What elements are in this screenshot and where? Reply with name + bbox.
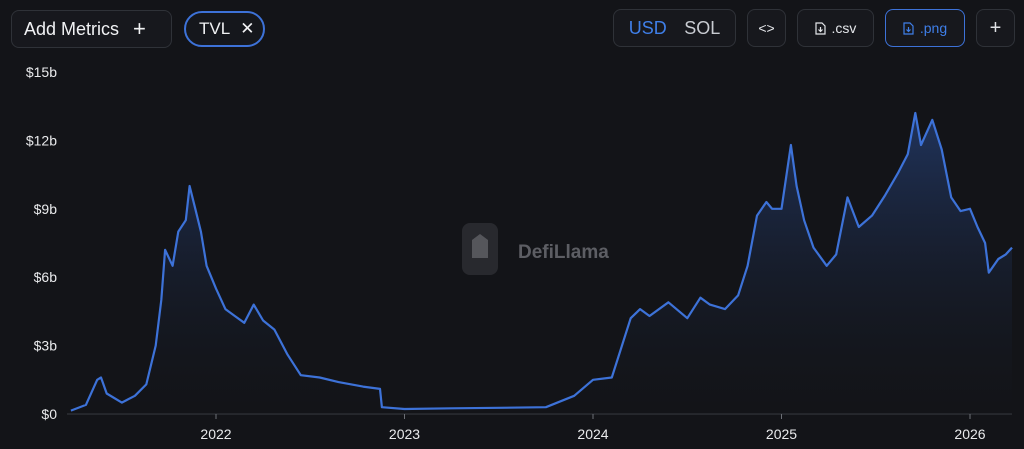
plus-icon: + — [133, 16, 146, 41]
metric-pill-tvl[interactable]: TVL ✕ — [184, 11, 265, 47]
code-icon: <> — [758, 20, 775, 36]
png-label: .png — [919, 20, 948, 36]
x-tick-label: 2025 — [766, 426, 797, 442]
file-download-icon — [814, 21, 826, 35]
y-tick-label: $12b — [26, 132, 57, 148]
embed-button[interactable]: <> — [747, 9, 786, 47]
currency-toggle[interactable]: USD SOL — [613, 9, 736, 47]
x-tick-label: 2026 — [954, 426, 985, 442]
y-tick-label: $0 — [41, 406, 57, 422]
close-icon[interactable]: ✕ — [240, 19, 255, 38]
download-png-button[interactable]: .png — [885, 9, 965, 47]
add-metrics-button[interactable]: Add Metrics + — [11, 10, 172, 48]
plus-icon: + — [989, 16, 1002, 39]
y-tick-label: $9b — [34, 201, 58, 217]
add-metrics-label: Add Metrics — [24, 18, 120, 39]
tvl-area-fill — [70, 113, 1013, 414]
add-chart-button[interactable]: + — [976, 9, 1015, 47]
watermark: DefiLlama — [462, 223, 609, 275]
watermark-text: DefiLlama — [518, 242, 609, 263]
file-download-icon — [903, 21, 914, 35]
y-tick-label: $3b — [34, 338, 58, 354]
metric-pill-label: TVL — [199, 19, 231, 38]
currency-option-sol[interactable]: SOL — [684, 17, 721, 38]
x-tick-label: 2022 — [200, 426, 231, 442]
x-tick-label: 2023 — [389, 426, 420, 442]
currency-option-usd[interactable]: USD — [628, 17, 667, 38]
y-tick-label: $15b — [26, 64, 57, 80]
download-csv-button[interactable]: .csv — [797, 9, 874, 47]
y-tick-label: $6b — [34, 269, 58, 285]
csv-label: .csv — [831, 20, 857, 36]
x-tick-label: 2024 — [577, 426, 608, 442]
tvl-series-line — [70, 111, 1013, 412]
